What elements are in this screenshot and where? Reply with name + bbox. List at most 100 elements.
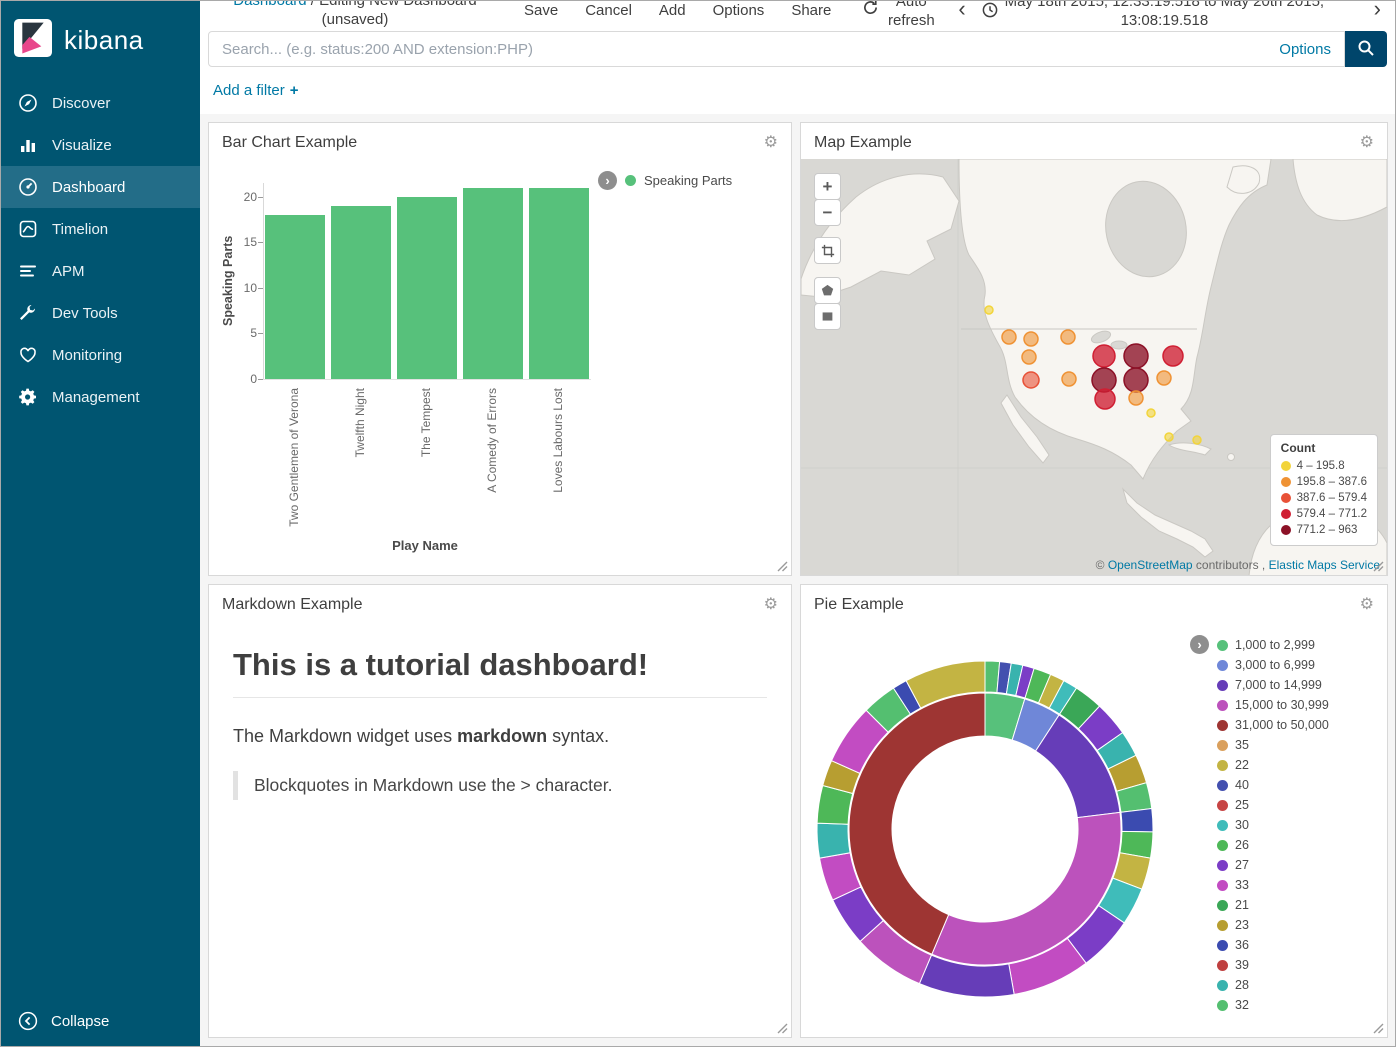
kibana-logo-icon: [14, 19, 52, 62]
pie-legend-row[interactable]: 39: [1217, 955, 1329, 975]
kibana-home-link[interactable]: kibana: [1, 1, 200, 82]
gear-icon[interactable]: ⚙: [763, 133, 778, 151]
pie-legend-row[interactable]: 36: [1217, 935, 1329, 955]
legend-expand-button[interactable]: ›: [598, 171, 617, 190]
resize-handle[interactable]: [1372, 560, 1384, 572]
legend-swatch: [1217, 899, 1228, 911]
menu-share-button[interactable]: Share: [791, 2, 832, 19]
map-data-point[interactable]: [1021, 349, 1037, 365]
pie-legend-row[interactable]: 7,000 to 14,999: [1217, 675, 1329, 695]
bar-the-tempest[interactable]: [397, 196, 457, 379]
openstreetmap-link[interactable]: OpenStreetMap: [1107, 558, 1193, 572]
map-data-point[interactable]: [1156, 370, 1172, 386]
pie-legend-row[interactable]: 22: [1217, 755, 1329, 775]
sidebar-item-management[interactable]: Management: [1, 376, 200, 418]
map-rectangle-tool-button[interactable]: [814, 303, 841, 330]
pie-canvas[interactable]: [815, 659, 1155, 999]
map-data-point[interactable]: [1146, 408, 1156, 418]
sidebar-item-apm[interactable]: APM: [1, 250, 200, 292]
map-zoom-in-button[interactable]: +: [814, 173, 841, 200]
legend-label: 35: [1235, 738, 1249, 752]
pie-legend-row[interactable]: 21: [1217, 895, 1329, 915]
pie-legend-row[interactable]: 28: [1217, 975, 1329, 995]
pie-legend-row[interactable]: 40: [1217, 775, 1329, 795]
time-picker-button[interactable]: May 18th 2015, 12:33:19.518 to May 20th …: [982, 1, 1334, 29]
collapse-button[interactable]: Collapse: [1, 996, 200, 1046]
auto-refresh-button[interactable]: Auto refresh: [863, 1, 938, 29]
pie-legend-row[interactable]: 32: [1217, 995, 1329, 1015]
sidebar-item-timelion[interactable]: Timelion: [1, 208, 200, 250]
pie-outer-slice-28[interactable]: [905, 660, 986, 709]
map-polygon-tool-button[interactable]: [814, 277, 841, 304]
panel-title-pie: Pie Example: [814, 595, 904, 613]
pie-slice-31-000-to-50-000[interactable]: [848, 692, 986, 955]
map-data-point[interactable]: [1164, 432, 1174, 442]
map-data-point[interactable]: [1022, 371, 1040, 389]
pie-legend-row[interactable]: 27: [1217, 855, 1329, 875]
bar-two-gentlemen-of-verona[interactable]: [265, 214, 325, 379]
bar-a-comedy-of-errors[interactable]: [463, 187, 523, 379]
search-options-link[interactable]: Options: [1279, 40, 1331, 58]
legend-swatch: [1217, 659, 1228, 671]
bar-loves-labours-lost[interactable]: [529, 187, 589, 379]
map-data-point[interactable]: [984, 305, 994, 315]
map-fit-bounds-button[interactable]: [814, 237, 841, 264]
add-filter-link[interactable]: Add a filter: [213, 82, 285, 99]
map-data-point[interactable]: [1060, 329, 1076, 345]
pie-slice-15-000-to-30-999[interactable]: [931, 811, 1122, 966]
sidebar-item-monitoring[interactable]: Monitoring: [1, 334, 200, 376]
pie-legend-row[interactable]: 26: [1217, 835, 1329, 855]
time-back-button[interactable]: ‹: [958, 1, 966, 21]
map-data-point[interactable]: [1128, 390, 1144, 406]
legend-label[interactable]: Speaking Parts: [644, 173, 733, 188]
pie-outer-slice-12[interactable]: [1120, 807, 1154, 833]
map-data-point[interactable]: [1162, 345, 1184, 367]
map-data-point[interactable]: [1001, 329, 1017, 345]
map-data-point[interactable]: [1094, 388, 1116, 410]
menu-options-button[interactable]: Options: [712, 2, 765, 19]
filter-bar: Add a filter +: [200, 69, 1395, 114]
resize-handle[interactable]: [1372, 1022, 1384, 1034]
map-land-cuba: [1167, 442, 1212, 456]
sidebar-item-dev-tools[interactable]: Dev Tools: [1, 292, 200, 334]
sidebar-item-visualize[interactable]: Visualize: [1, 124, 200, 166]
pie-legend-row[interactable]: 25: [1217, 795, 1329, 815]
gear-icon[interactable]: ⚙: [763, 595, 778, 613]
menu-save-button[interactable]: Save: [524, 2, 559, 19]
map-legend-row: 579.4 – 771.2: [1280, 506, 1367, 522]
map-data-point[interactable]: [1092, 344, 1116, 368]
menu-cancel-button[interactable]: Cancel: [585, 2, 632, 19]
sidebar-item-dashboard[interactable]: Dashboard: [1, 166, 200, 208]
time-forward-button[interactable]: ›: [1373, 1, 1381, 21]
sidebar-item-discover[interactable]: Discover: [1, 82, 200, 124]
x-axis: [263, 379, 591, 380]
pie-legend-row[interactable]: 33: [1217, 875, 1329, 895]
bar-twelfth-night[interactable]: [331, 205, 391, 379]
pie-legend-row[interactable]: 30: [1217, 815, 1329, 835]
pie-outer-slice-22[interactable]: [816, 822, 851, 859]
search-input[interactable]: [222, 40, 1266, 58]
breadcrumb-dashboard-link[interactable]: Dashboard: [233, 1, 306, 9]
map-data-point[interactable]: [1061, 371, 1077, 387]
pie-legend-row[interactable]: 1,000 to 2,999: [1217, 635, 1329, 655]
pie-legend-row[interactable]: 3,000 to 6,999: [1217, 655, 1329, 675]
map-data-point[interactable]: [1192, 435, 1202, 445]
map-zoom-out-button[interactable]: −: [814, 199, 841, 226]
map-legend-label: 4 – 195.8: [1296, 460, 1345, 472]
map-data-point[interactable]: [1123, 367, 1149, 393]
search-button[interactable]: [1345, 31, 1387, 67]
map-data-point[interactable]: [1023, 331, 1039, 347]
gear-icon[interactable]: ⚙: [1359, 595, 1374, 613]
search-bar: Options: [200, 29, 1395, 69]
menu-add-button[interactable]: Add: [658, 2, 686, 19]
pie-legend-row[interactable]: 35: [1217, 735, 1329, 755]
legend-expand-button[interactable]: ›: [1190, 635, 1209, 654]
gear-icon[interactable]: ⚙: [1359, 133, 1374, 151]
map-data-point[interactable]: [1123, 343, 1149, 369]
resize-handle[interactable]: [776, 1022, 788, 1034]
elastic-maps-service-link[interactable]: Elastic Maps Service: [1268, 558, 1380, 572]
resize-handle[interactable]: [776, 560, 788, 572]
pie-legend-row[interactable]: 31,000 to 50,000: [1217, 715, 1329, 735]
pie-legend-row[interactable]: 23: [1217, 915, 1329, 935]
pie-legend-row[interactable]: 15,000 to 30,999: [1217, 695, 1329, 715]
